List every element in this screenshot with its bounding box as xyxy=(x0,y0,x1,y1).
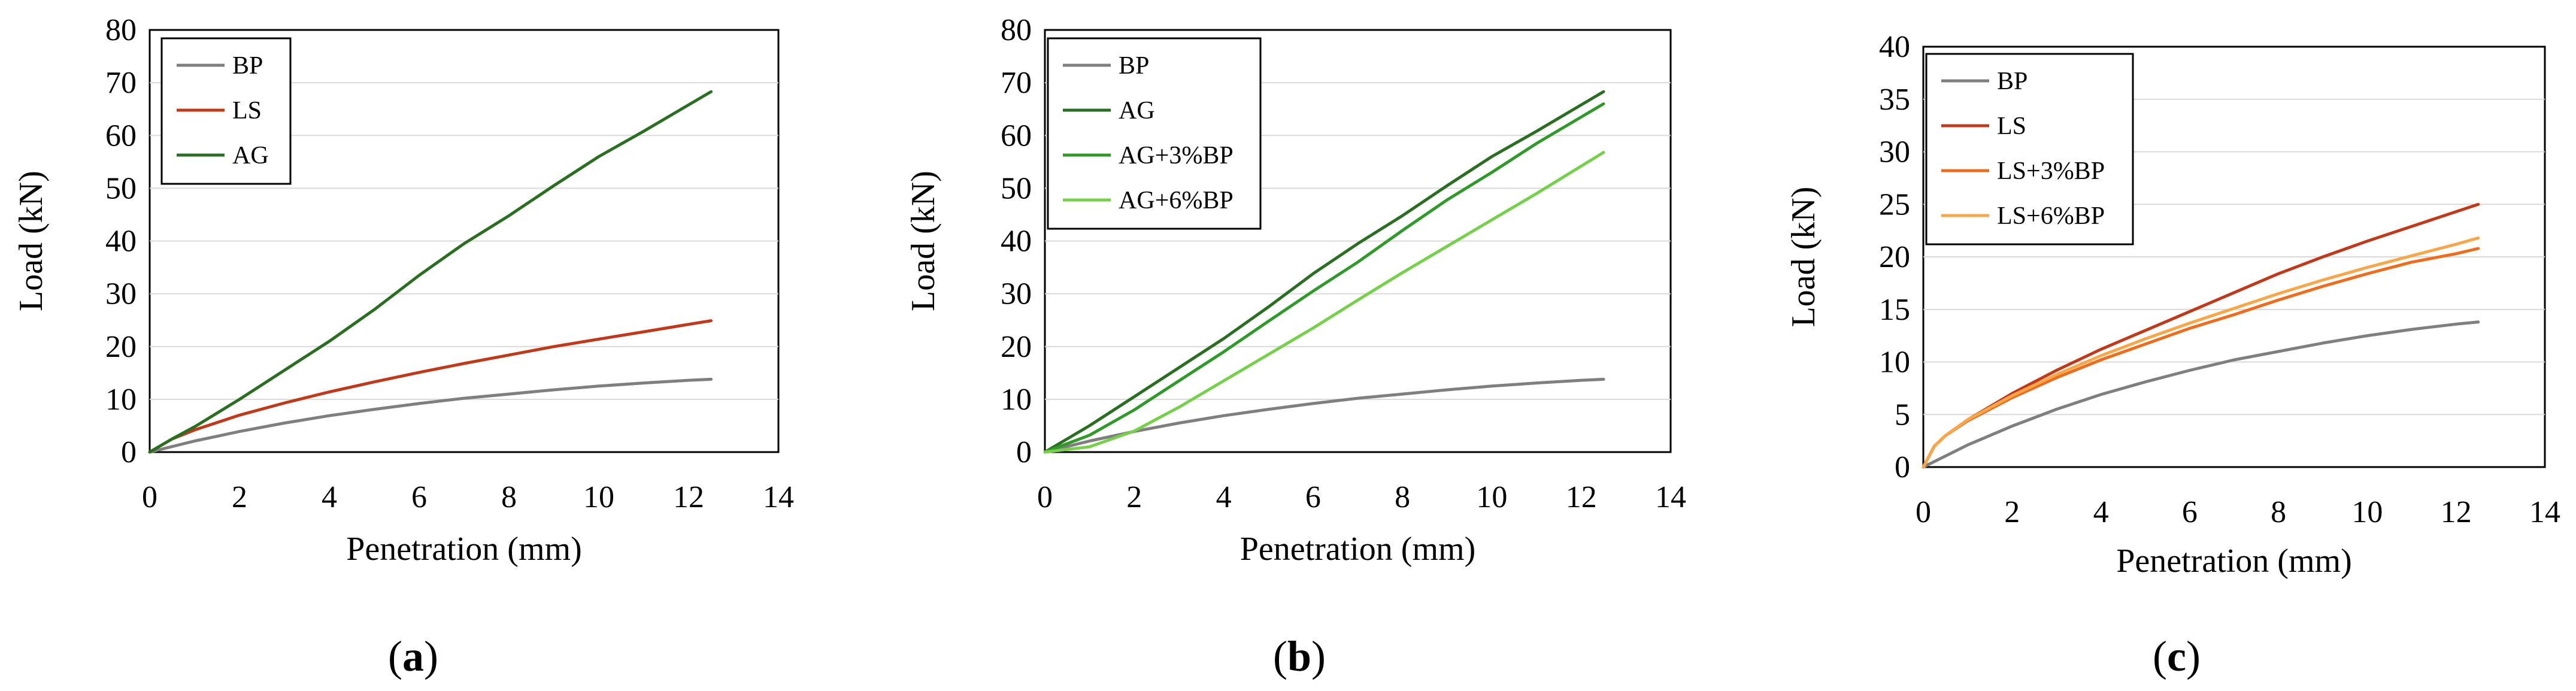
x-tick-label: 8 xyxy=(2271,495,2286,529)
panel-caption: (b) xyxy=(1273,632,1326,680)
y-tick-label: 20 xyxy=(1001,330,1032,364)
legend-box xyxy=(1047,37,1262,230)
y-tick-label: 0 xyxy=(1016,435,1032,469)
y-tick-label: 10 xyxy=(1001,383,1032,417)
x-tick-label: 12 xyxy=(673,480,704,514)
series-line-ag-6-bp xyxy=(1043,151,1605,454)
x-tick-label: 12 xyxy=(1566,480,1597,514)
x-tick-label: 0 xyxy=(142,480,157,514)
series-line-bp xyxy=(1922,320,2480,469)
x-tick-label: 2 xyxy=(232,480,247,514)
legend-label: AG+6%BP xyxy=(1119,187,1234,214)
x-tick-label: 2 xyxy=(2004,495,2020,529)
y-axis-title: Load (kN) xyxy=(13,171,50,311)
legend-label: AG+3%BP xyxy=(1119,142,1234,169)
chart-a: 0 10 20 30 40 50 60 70 80 0 2 4 6 8 10 12 14 Penetration … xyxy=(13,13,794,680)
y-tick-label: 15 xyxy=(1879,293,1910,327)
y-tick-label: 40 xyxy=(105,225,137,259)
x-tick-label: 10 xyxy=(2351,495,2383,529)
y-tick-label: 0 xyxy=(1895,450,1910,484)
legend-label: AG xyxy=(1119,97,1155,125)
series-line-ag xyxy=(1043,90,1605,454)
y-tick-label: 60 xyxy=(1001,119,1032,153)
series-line-bp xyxy=(1043,377,1605,454)
x-tick-label: 10 xyxy=(583,480,614,514)
x-axis-title: Penetration (mm) xyxy=(1240,531,1475,568)
x-tick-label: 12 xyxy=(2441,495,2472,529)
series-line-ls-6-bp xyxy=(1922,236,2480,469)
y-tick-label: 50 xyxy=(1001,171,1032,205)
series-line-ls xyxy=(148,319,713,454)
panel-caption: (a) xyxy=(388,632,438,680)
series-line-ls-3-bp xyxy=(1922,247,2480,469)
x-tick-label: 6 xyxy=(2182,495,2198,529)
y-tick-label: 60 xyxy=(105,119,137,153)
x-tick-label: 4 xyxy=(1216,480,1232,514)
y-tick-label: 50 xyxy=(105,171,137,205)
y-axis-title: Load (kN) xyxy=(905,171,942,311)
x-tick-label: 4 xyxy=(322,480,337,514)
legend-label: LS+3%BP xyxy=(1997,157,2105,185)
y-tick-label: 0 xyxy=(121,435,137,469)
x-tick-label: 2 xyxy=(1126,480,1142,514)
y-tick-label: 70 xyxy=(105,66,137,100)
y-tick-label: 10 xyxy=(105,383,137,417)
x-tick-label: 6 xyxy=(411,480,427,514)
x-tick-label: 14 xyxy=(763,480,794,514)
legend-label: LS xyxy=(232,97,262,125)
legend: BP AG AG+3%BP AG+6%BP xyxy=(1047,37,1262,230)
legend: BP LS LS+3%BP LS+6%BP xyxy=(1925,53,2134,246)
legend: BP LS AG xyxy=(160,37,292,185)
y-tick-label: 80 xyxy=(1001,13,1032,47)
series-line-bp xyxy=(148,377,713,454)
x-tick-label: 14 xyxy=(2529,495,2560,529)
y-tick-label: 40 xyxy=(1879,30,1910,64)
y-tick-label: 25 xyxy=(1879,187,1910,222)
legend-label: BP xyxy=(232,52,263,80)
y-tick-label: 40 xyxy=(1001,225,1032,259)
y-tick-label: 30 xyxy=(105,277,137,311)
x-tick-label: 0 xyxy=(1037,480,1053,514)
legend-label: LS xyxy=(1997,113,2026,140)
legend-label: LS+6%BP xyxy=(1997,202,2105,230)
legend-label: BP xyxy=(1997,68,2028,95)
x-tick-label: 10 xyxy=(1476,480,1507,514)
x-tick-label: 8 xyxy=(501,480,517,514)
y-tick-label: 70 xyxy=(1001,66,1032,100)
series-line-ag xyxy=(148,90,713,454)
x-axis-title: Penetration (mm) xyxy=(346,531,581,568)
y-tick-label: 30 xyxy=(1001,277,1032,311)
legend-label: BP xyxy=(1119,52,1149,80)
y-tick-label: 5 xyxy=(1895,398,1910,432)
series-line-ag-3-bp xyxy=(1043,102,1605,454)
panel-caption: (c) xyxy=(2153,632,2201,680)
x-tick-label: 6 xyxy=(1305,480,1321,514)
y-tick-label: 10 xyxy=(1879,346,1910,380)
x-tick-label: 8 xyxy=(1395,480,1410,514)
chart-c: 0 5 10 15 20 25 30 35 40 0 2 4 6 8 10 12 14 Penetration (… xyxy=(1785,30,2560,680)
x-axis-title: Penetration (mm) xyxy=(2116,543,2351,580)
chart-b: 0 10 20 30 40 50 60 70 80 0 2 4 6 8 10 12 14 Penetration … xyxy=(905,13,1686,680)
y-tick-label: 30 xyxy=(1879,135,1910,169)
x-tick-label: 14 xyxy=(1655,480,1686,514)
y-axis-title: Load (kN) xyxy=(1785,187,1822,328)
y-tick-label: 80 xyxy=(105,13,137,47)
y-tick-label: 20 xyxy=(105,330,137,364)
x-tick-label: 4 xyxy=(2093,495,2109,529)
x-tick-label: 0 xyxy=(1916,495,1931,529)
y-tick-label: 20 xyxy=(1879,240,1910,274)
legend-box xyxy=(1925,53,2134,246)
legend-label: AG xyxy=(232,142,269,169)
y-tick-label: 35 xyxy=(1879,83,1910,117)
